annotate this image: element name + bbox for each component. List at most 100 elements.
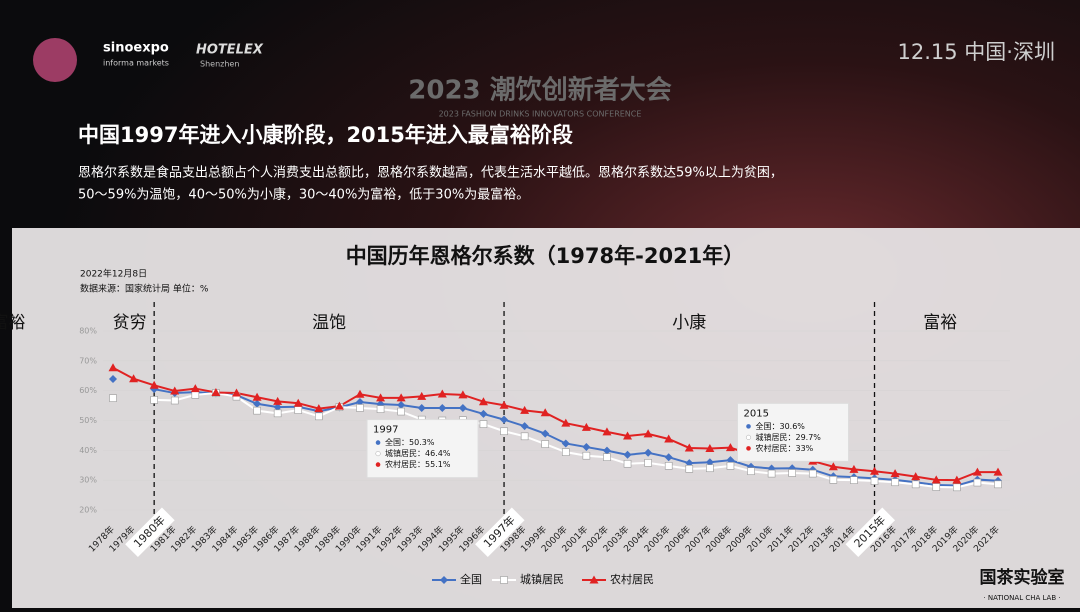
marker xyxy=(582,443,591,452)
marker xyxy=(500,576,508,584)
marker xyxy=(231,388,241,397)
marker xyxy=(458,403,467,412)
marker xyxy=(644,459,652,467)
marker xyxy=(602,446,611,455)
callout-line: 城镇居民：46.4% xyxy=(385,448,451,458)
marker xyxy=(747,467,755,476)
marker xyxy=(108,363,118,372)
marker xyxy=(170,386,180,395)
marker xyxy=(355,389,365,398)
marker xyxy=(334,401,344,410)
marker xyxy=(664,453,673,462)
marker xyxy=(890,469,900,478)
marker xyxy=(191,391,200,399)
brand-en: · NATIONAL CHA LAB · xyxy=(983,594,1060,602)
marker xyxy=(911,480,920,489)
marker xyxy=(623,431,633,440)
marker xyxy=(541,440,550,448)
marker xyxy=(149,380,159,389)
stage-label: 小康 xyxy=(672,313,706,333)
chart-panel xyxy=(12,228,1080,608)
marker xyxy=(932,483,941,491)
marker xyxy=(973,478,982,487)
callout-line: 全国：50.3% xyxy=(385,437,435,447)
marker xyxy=(438,403,447,412)
stage-label: 温饱 xyxy=(312,313,346,333)
callout-line: 农村居民：33% xyxy=(756,443,814,453)
stage-label: 最富裕 xyxy=(0,313,26,333)
callout-dot xyxy=(375,462,381,467)
callout-dot xyxy=(746,424,751,429)
marker xyxy=(500,415,509,424)
callout-dot xyxy=(745,434,752,440)
highlight-box xyxy=(125,507,175,557)
marker xyxy=(623,450,632,459)
marker xyxy=(994,480,1002,489)
marker xyxy=(706,464,714,473)
marker xyxy=(479,409,488,418)
marker xyxy=(603,453,611,461)
marker xyxy=(397,407,405,416)
logo-text: Shenzhen xyxy=(200,60,239,69)
callout-title: 1997 xyxy=(373,425,398,436)
marker xyxy=(273,403,282,412)
marker xyxy=(808,469,817,478)
chart-title: 中国历年恩格尔系数（1978年-2021年） xyxy=(346,244,745,268)
date-place: 12.15 中国·深圳 xyxy=(898,40,1055,64)
marker xyxy=(294,406,303,414)
marker xyxy=(972,467,982,476)
logo-text: sinoexpo xyxy=(103,41,169,56)
marker xyxy=(520,422,529,431)
marker xyxy=(664,462,673,470)
callout-dot xyxy=(375,440,381,445)
callout-title: 2015 xyxy=(744,408,769,419)
marker xyxy=(725,443,735,452)
marker xyxy=(849,464,859,473)
marker xyxy=(726,462,735,470)
marker xyxy=(561,439,570,448)
marker xyxy=(170,396,179,405)
chart-source: 数据来源：国家统计局 单位：% xyxy=(80,283,209,295)
callout-line: 农村居民：55.1% xyxy=(385,459,451,469)
marker xyxy=(870,466,880,475)
stage-label: 富裕 xyxy=(923,313,957,333)
y-tick-label: 30% xyxy=(79,476,97,485)
marker xyxy=(478,397,488,406)
description: 50～59%为温饱，40～50%为小康，30～40%为富裕，低于30%为最富裕。 xyxy=(78,187,529,203)
y-tick-label: 80% xyxy=(79,327,97,336)
marker xyxy=(561,418,571,427)
marker xyxy=(788,469,796,477)
highlight-box xyxy=(475,507,525,557)
chart-subtitle: 2022年12月8日 xyxy=(80,268,147,280)
callout-dot xyxy=(746,446,751,451)
marker xyxy=(376,405,385,413)
marker xyxy=(623,459,632,468)
marker xyxy=(109,394,117,402)
marker xyxy=(850,476,858,484)
description: 恩格尔系数是食品支出总额占个人消费支出总额比，恩格尔系数越高，代表生活水平越低。… xyxy=(78,165,783,181)
marker xyxy=(252,392,262,401)
conference-subtitle: 2023 FASHION DRINKS INNOVATORS CONFERENC… xyxy=(439,110,642,119)
callout-line: 城镇居民：29.7% xyxy=(756,432,822,442)
marker xyxy=(355,398,364,407)
marker xyxy=(396,393,406,402)
y-tick-label: 50% xyxy=(79,416,97,425)
marker xyxy=(129,374,139,383)
marker xyxy=(315,412,323,421)
highlight-box xyxy=(845,507,896,557)
marker xyxy=(581,422,591,431)
marker xyxy=(828,462,838,471)
legend-label: 全国 xyxy=(460,572,482,586)
marker xyxy=(253,406,261,415)
legend-label: 城镇居民 xyxy=(520,572,564,586)
marker xyxy=(644,448,653,457)
callout-dot xyxy=(375,451,381,457)
marker xyxy=(664,434,674,443)
marker xyxy=(314,404,324,413)
conference-title: 2023 潮饮创新者大会 xyxy=(408,75,671,106)
marker xyxy=(273,409,282,418)
marker xyxy=(253,399,262,408)
legend-label: 农村居民 xyxy=(610,572,654,586)
